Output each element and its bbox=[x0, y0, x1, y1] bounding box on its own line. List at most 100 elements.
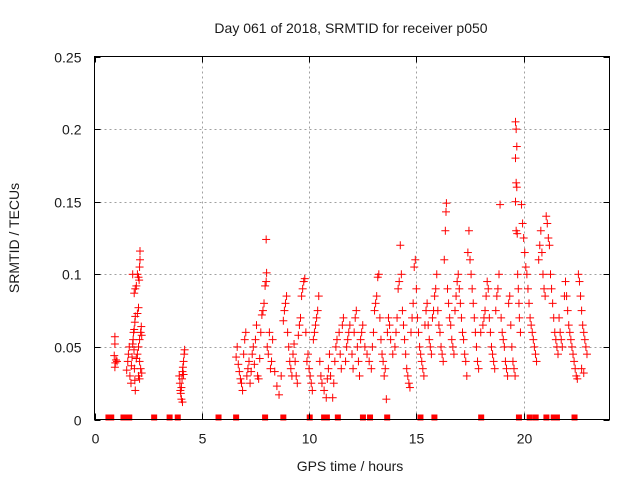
data-point bbox=[307, 379, 316, 388]
data-point bbox=[576, 292, 585, 301]
data-point bbox=[422, 306, 431, 315]
data-point bbox=[530, 342, 539, 351]
data-point bbox=[569, 350, 578, 359]
data-point bbox=[135, 357, 144, 366]
data-point bbox=[283, 328, 292, 337]
data-point bbox=[466, 255, 475, 264]
data-point bbox=[302, 357, 311, 366]
data-point bbox=[483, 277, 492, 286]
data-point bbox=[110, 351, 119, 360]
data-point bbox=[272, 382, 281, 391]
data-point-zero bbox=[543, 414, 550, 421]
data-point bbox=[507, 342, 516, 351]
data-point-zero bbox=[323, 414, 330, 421]
data-point bbox=[315, 357, 324, 366]
data-point bbox=[388, 350, 397, 359]
data-point bbox=[410, 263, 419, 272]
data-point bbox=[270, 367, 279, 376]
data-point bbox=[463, 248, 472, 257]
data-point bbox=[335, 328, 344, 337]
data-point bbox=[317, 379, 326, 388]
grid bbox=[94, 56, 610, 420]
data-point bbox=[497, 313, 506, 322]
data-point bbox=[234, 360, 243, 369]
data-point bbox=[494, 270, 503, 279]
y-axis-label: SRMTID / TECUs bbox=[6, 183, 22, 293]
data-point bbox=[113, 357, 122, 366]
data-point bbox=[432, 270, 441, 279]
data-point bbox=[546, 270, 555, 279]
data-point bbox=[402, 364, 411, 373]
data-point bbox=[574, 270, 583, 279]
data-point bbox=[447, 335, 456, 344]
data-point-zero bbox=[417, 414, 424, 421]
data-point-zero bbox=[280, 414, 287, 421]
data-point bbox=[490, 364, 499, 373]
data-point bbox=[238, 386, 247, 395]
data-point bbox=[320, 386, 329, 395]
data-point bbox=[132, 281, 141, 290]
data-point bbox=[135, 263, 144, 272]
data-point bbox=[430, 292, 439, 301]
data-point bbox=[519, 234, 528, 242]
data-point bbox=[306, 371, 315, 380]
data-point bbox=[580, 335, 589, 344]
data-point bbox=[393, 313, 402, 322]
data-point bbox=[294, 331, 303, 340]
data-point bbox=[376, 335, 385, 344]
data-point bbox=[286, 364, 295, 373]
data-point bbox=[386, 335, 395, 344]
data-point bbox=[324, 364, 333, 373]
data-point bbox=[523, 284, 532, 293]
data-point bbox=[290, 339, 299, 348]
data-point bbox=[125, 371, 134, 380]
data-point-zero bbox=[108, 414, 115, 421]
data-point bbox=[502, 364, 511, 373]
data-point bbox=[331, 342, 340, 351]
data-point-zero bbox=[550, 414, 557, 421]
data-point bbox=[369, 328, 378, 337]
data-point bbox=[268, 335, 277, 344]
data-point bbox=[561, 277, 570, 286]
data-point bbox=[557, 335, 566, 344]
data-point bbox=[504, 299, 513, 308]
data-point-zero bbox=[334, 414, 341, 421]
x-tick-label: 5 bbox=[199, 431, 207, 447]
data-point-zero bbox=[431, 414, 438, 421]
data-point bbox=[398, 306, 407, 315]
data-point-zero bbox=[515, 414, 522, 421]
data-point bbox=[433, 306, 442, 315]
data-point bbox=[129, 345, 138, 354]
data-point bbox=[375, 313, 384, 322]
data-point bbox=[577, 364, 586, 373]
data-point bbox=[481, 306, 490, 315]
data-point-zero bbox=[478, 414, 485, 421]
y-tick-label: 0.1 bbox=[62, 267, 82, 283]
data-point bbox=[313, 306, 322, 315]
data-point bbox=[284, 342, 293, 351]
data-point bbox=[233, 342, 242, 351]
data-point bbox=[423, 299, 432, 308]
data-point bbox=[351, 313, 360, 322]
data-point bbox=[298, 284, 307, 293]
data-point bbox=[130, 325, 139, 334]
x-tick-label: 20 bbox=[517, 431, 533, 447]
data-point bbox=[136, 364, 145, 373]
data-point bbox=[255, 354, 264, 363]
data-point bbox=[252, 321, 261, 330]
data-point-zero bbox=[262, 414, 269, 421]
data-point bbox=[326, 371, 335, 380]
y-tick-label: 0 bbox=[74, 413, 82, 429]
data-point bbox=[453, 277, 462, 286]
data-point bbox=[399, 321, 408, 330]
data-point bbox=[440, 255, 449, 264]
data-point bbox=[554, 350, 562, 359]
data-point bbox=[582, 350, 591, 359]
data-point bbox=[397, 270, 406, 279]
data-point bbox=[579, 328, 588, 337]
data-point bbox=[401, 350, 410, 359]
data-point bbox=[177, 383, 186, 392]
x-tick-label: 0 bbox=[92, 431, 100, 447]
data-point bbox=[329, 379, 338, 388]
data-point bbox=[134, 303, 143, 312]
